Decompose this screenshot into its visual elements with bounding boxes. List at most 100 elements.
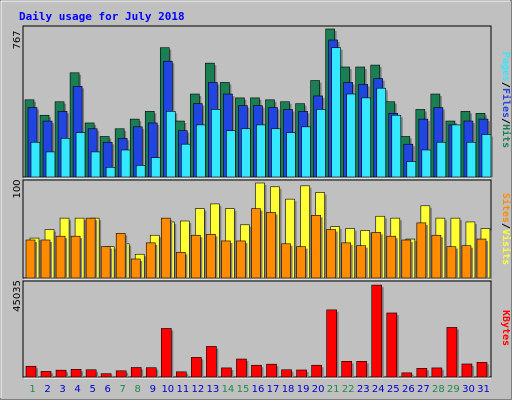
kbytes-bar	[446, 327, 458, 378]
day-label: 24	[372, 384, 385, 395]
kbytes-bar	[130, 367, 142, 378]
pages-bar	[135, 165, 146, 178]
day-label: 21	[327, 384, 340, 395]
pages-bar	[406, 161, 417, 178]
day-label: 31	[477, 384, 490, 395]
kbytes-bar	[356, 361, 368, 378]
visits-sites-panel	[22, 179, 492, 280]
kbytes-bar	[461, 363, 473, 378]
pages-bar	[301, 126, 311, 178]
sites-bar	[130, 258, 141, 279]
pages-bar	[286, 132, 296, 178]
kbytes-bar	[160, 328, 172, 378]
day-label: 20	[312, 384, 325, 395]
sites-bar	[100, 246, 111, 279]
legend-hits: Hits	[500, 124, 512, 148]
sites-bar	[251, 208, 261, 279]
legend-hits-files-pages: Pages/Files/Hits	[500, 52, 512, 148]
day-label: 8	[135, 384, 141, 395]
hits-files-pages-panel	[22, 25, 493, 179]
kbytes-bar	[191, 357, 202, 378]
sites-bar	[176, 252, 186, 279]
sites-bar	[206, 234, 216, 279]
sites-bar	[431, 234, 442, 279]
sites-bar	[386, 235, 397, 279]
pages-bar	[346, 93, 356, 178]
sites-bar	[236, 240, 246, 279]
day-label: 17	[267, 384, 280, 395]
pages-bar	[271, 128, 281, 178]
kbytes-panel	[22, 280, 492, 379]
sites-bar	[461, 245, 472, 279]
kbytes-bar	[236, 358, 247, 378]
day-label: 11	[176, 384, 189, 395]
sites-bar	[371, 232, 382, 279]
visits-ymax-label: 100	[12, 179, 23, 198]
kbytes-bar	[251, 364, 262, 378]
legend-files: Files	[500, 88, 512, 118]
pages-bar	[150, 157, 161, 178]
day-labels: 1 2 3 4 5 6 7 8 9 10 11 12 13 14 15 16 17 18 19 20 21 22 23 24 2…	[29, 384, 490, 395]
day-label: 19	[297, 384, 310, 395]
day-label: 12	[192, 384, 205, 395]
sites-bar	[311, 215, 321, 279]
legend-sites: Sites	[500, 193, 512, 223]
sites-bar	[160, 217, 171, 279]
day-label: 4	[74, 384, 80, 395]
day-label: 16	[252, 384, 265, 395]
kbytes-bar	[145, 367, 157, 378]
sites-bar	[446, 246, 457, 279]
pages-bar	[75, 132, 86, 178]
pages-bar	[241, 128, 251, 178]
legend-pages: Pages	[500, 52, 511, 82]
pages-bar	[316, 109, 326, 178]
pages-bar	[466, 141, 477, 178]
sites-bar	[296, 246, 306, 279]
day-label: 2	[44, 384, 50, 395]
day-label: 10	[161, 384, 174, 395]
legend-kbytes-label: KBytes	[500, 310, 511, 346]
pages-bar	[105, 167, 116, 178]
pages-bar	[165, 111, 176, 178]
kbytes-bar	[85, 369, 97, 378]
sites-bar	[281, 243, 291, 279]
day-label: 29	[447, 384, 460, 395]
day-label: 9	[150, 384, 156, 395]
kbytes-bar	[266, 363, 277, 378]
day-label: 18	[282, 384, 295, 395]
kbytes-bar	[206, 346, 217, 378]
kbytes-bar	[70, 369, 82, 378]
pages-bar	[226, 130, 236, 178]
sites-bar	[55, 235, 66, 279]
pages-bar	[256, 124, 266, 178]
pages-bar	[436, 141, 447, 178]
kbytes-bar	[416, 368, 428, 378]
pages-bar	[331, 47, 341, 178]
kbytes-bar	[281, 369, 292, 378]
day-label: 22	[342, 384, 355, 395]
pages-bar	[421, 149, 432, 178]
sites-bar	[401, 239, 412, 279]
pages-bar	[45, 151, 56, 178]
pages-bar	[181, 143, 191, 178]
pages-bar	[196, 124, 206, 178]
day-label: 14	[222, 384, 235, 395]
sites-bar	[416, 222, 427, 279]
day-label: 26	[402, 384, 415, 395]
kbytes-bar	[55, 369, 67, 378]
sites-bar	[266, 212, 276, 279]
kbytes-bar	[40, 371, 52, 378]
pages-bar	[481, 134, 492, 178]
day-label: 27	[417, 384, 430, 395]
legend-sites-visits: Sites/Visits	[500, 193, 512, 265]
kbytes-bar	[371, 284, 383, 378]
kbytes-bar	[311, 364, 322, 378]
sites-bar	[115, 233, 126, 279]
svg-text:Sites/Visits: Sites/Visits	[500, 193, 512, 265]
day-label: 15	[237, 384, 250, 395]
pages-bar	[376, 87, 387, 178]
kbytes-bar	[341, 361, 352, 378]
kbytes-bar	[401, 372, 413, 378]
